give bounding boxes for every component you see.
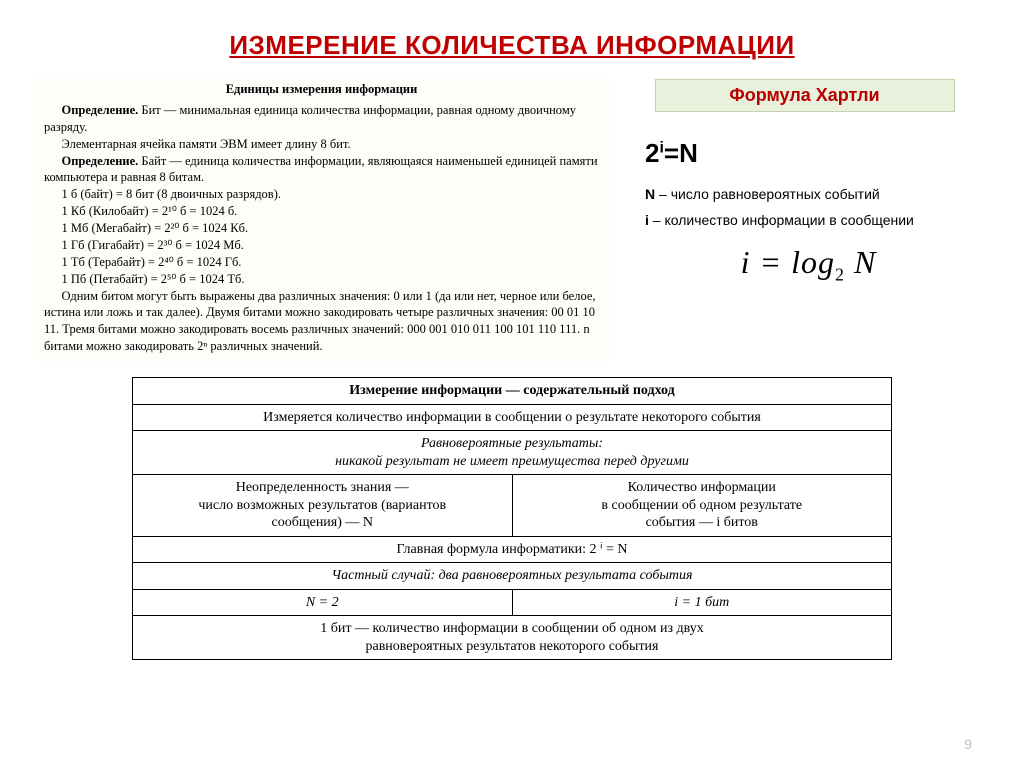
page-title: ИЗМЕРЕНИЕ КОЛИЧЕСТВА ИНФОРМАЦИИ	[0, 0, 1024, 61]
i-definition: i – количество информации в сообщении	[645, 211, 972, 231]
units-heading: Единицы измерения информации	[44, 81, 599, 98]
upper-section: Единицы измерения информации Определение…	[0, 75, 1024, 361]
bits-para: Одним битом могут быть выражены два разл…	[44, 288, 599, 356]
tbl-r8: 1 бит — количество информации в сообщени…	[133, 616, 892, 660]
tbl-r2: Измеряется количество информации в сообщ…	[133, 404, 892, 431]
approach-table-wrap: Измерение информации — содержательный по…	[132, 377, 892, 660]
tbl-r6: Частный случай: два равновероятных резул…	[133, 563, 892, 590]
tbl-r4a: Неопределенность знания — число возможны…	[133, 475, 513, 537]
tbl-r7a: N = 2	[133, 589, 513, 616]
conv-4: 1 Гб (Гигабайт) = 2³⁰ б = 1024 Мб.	[44, 237, 599, 254]
page-number: 9	[964, 736, 972, 752]
conv-1: 1 б (байт) = 8 бит (8 двоичных разрядов)…	[44, 186, 599, 203]
conv-5: 1 Тб (Терабайт) = 2⁴⁰ б = 1024 Гб.	[44, 254, 599, 271]
hartley-body: 2i=N N – число равновероятных событий i …	[619, 112, 990, 286]
tbl-title: Измерение информации — содержательный по…	[133, 378, 892, 405]
formula-power: 2i=N	[645, 138, 972, 169]
tbl-r7b: i = 1 бит	[512, 589, 892, 616]
approach-table: Измерение информации — содержательный по…	[132, 377, 892, 660]
conv-3: 1 Мб (Мегабайт) = 2²⁰ б = 1024 Кб.	[44, 220, 599, 237]
n-definition: N – число равновероятных событий	[645, 185, 972, 205]
tbl-r3: Равновероятные результаты: никакой резул…	[133, 431, 892, 475]
formula-log: i = log2 N	[645, 244, 972, 285]
tbl-r5: Главная формула информатики: 2 ⁱ = N	[133, 536, 892, 563]
def-byte: Определение. Байт — единица количества и…	[44, 153, 599, 187]
hartley-panel: Формула Хартли 2i=N N – число равновероя…	[619, 75, 990, 361]
conv-6: 1 Пб (Петабайт) = 2⁵⁰ б = 1024 Тб.	[44, 271, 599, 288]
mem-line: Элементарная ячейка памяти ЭВМ имеет дли…	[44, 136, 599, 153]
tbl-r4b: Количество информации в сообщении об одн…	[512, 475, 892, 537]
def-bit: Определение. Бит — минимальная единица к…	[44, 102, 599, 136]
hartley-title: Формула Хартли	[655, 79, 955, 112]
units-panel: Единицы измерения информации Определение…	[34, 75, 609, 361]
conv-2: 1 Кб (Килобайт) = 2¹⁰ б = 1024 б.	[44, 203, 599, 220]
